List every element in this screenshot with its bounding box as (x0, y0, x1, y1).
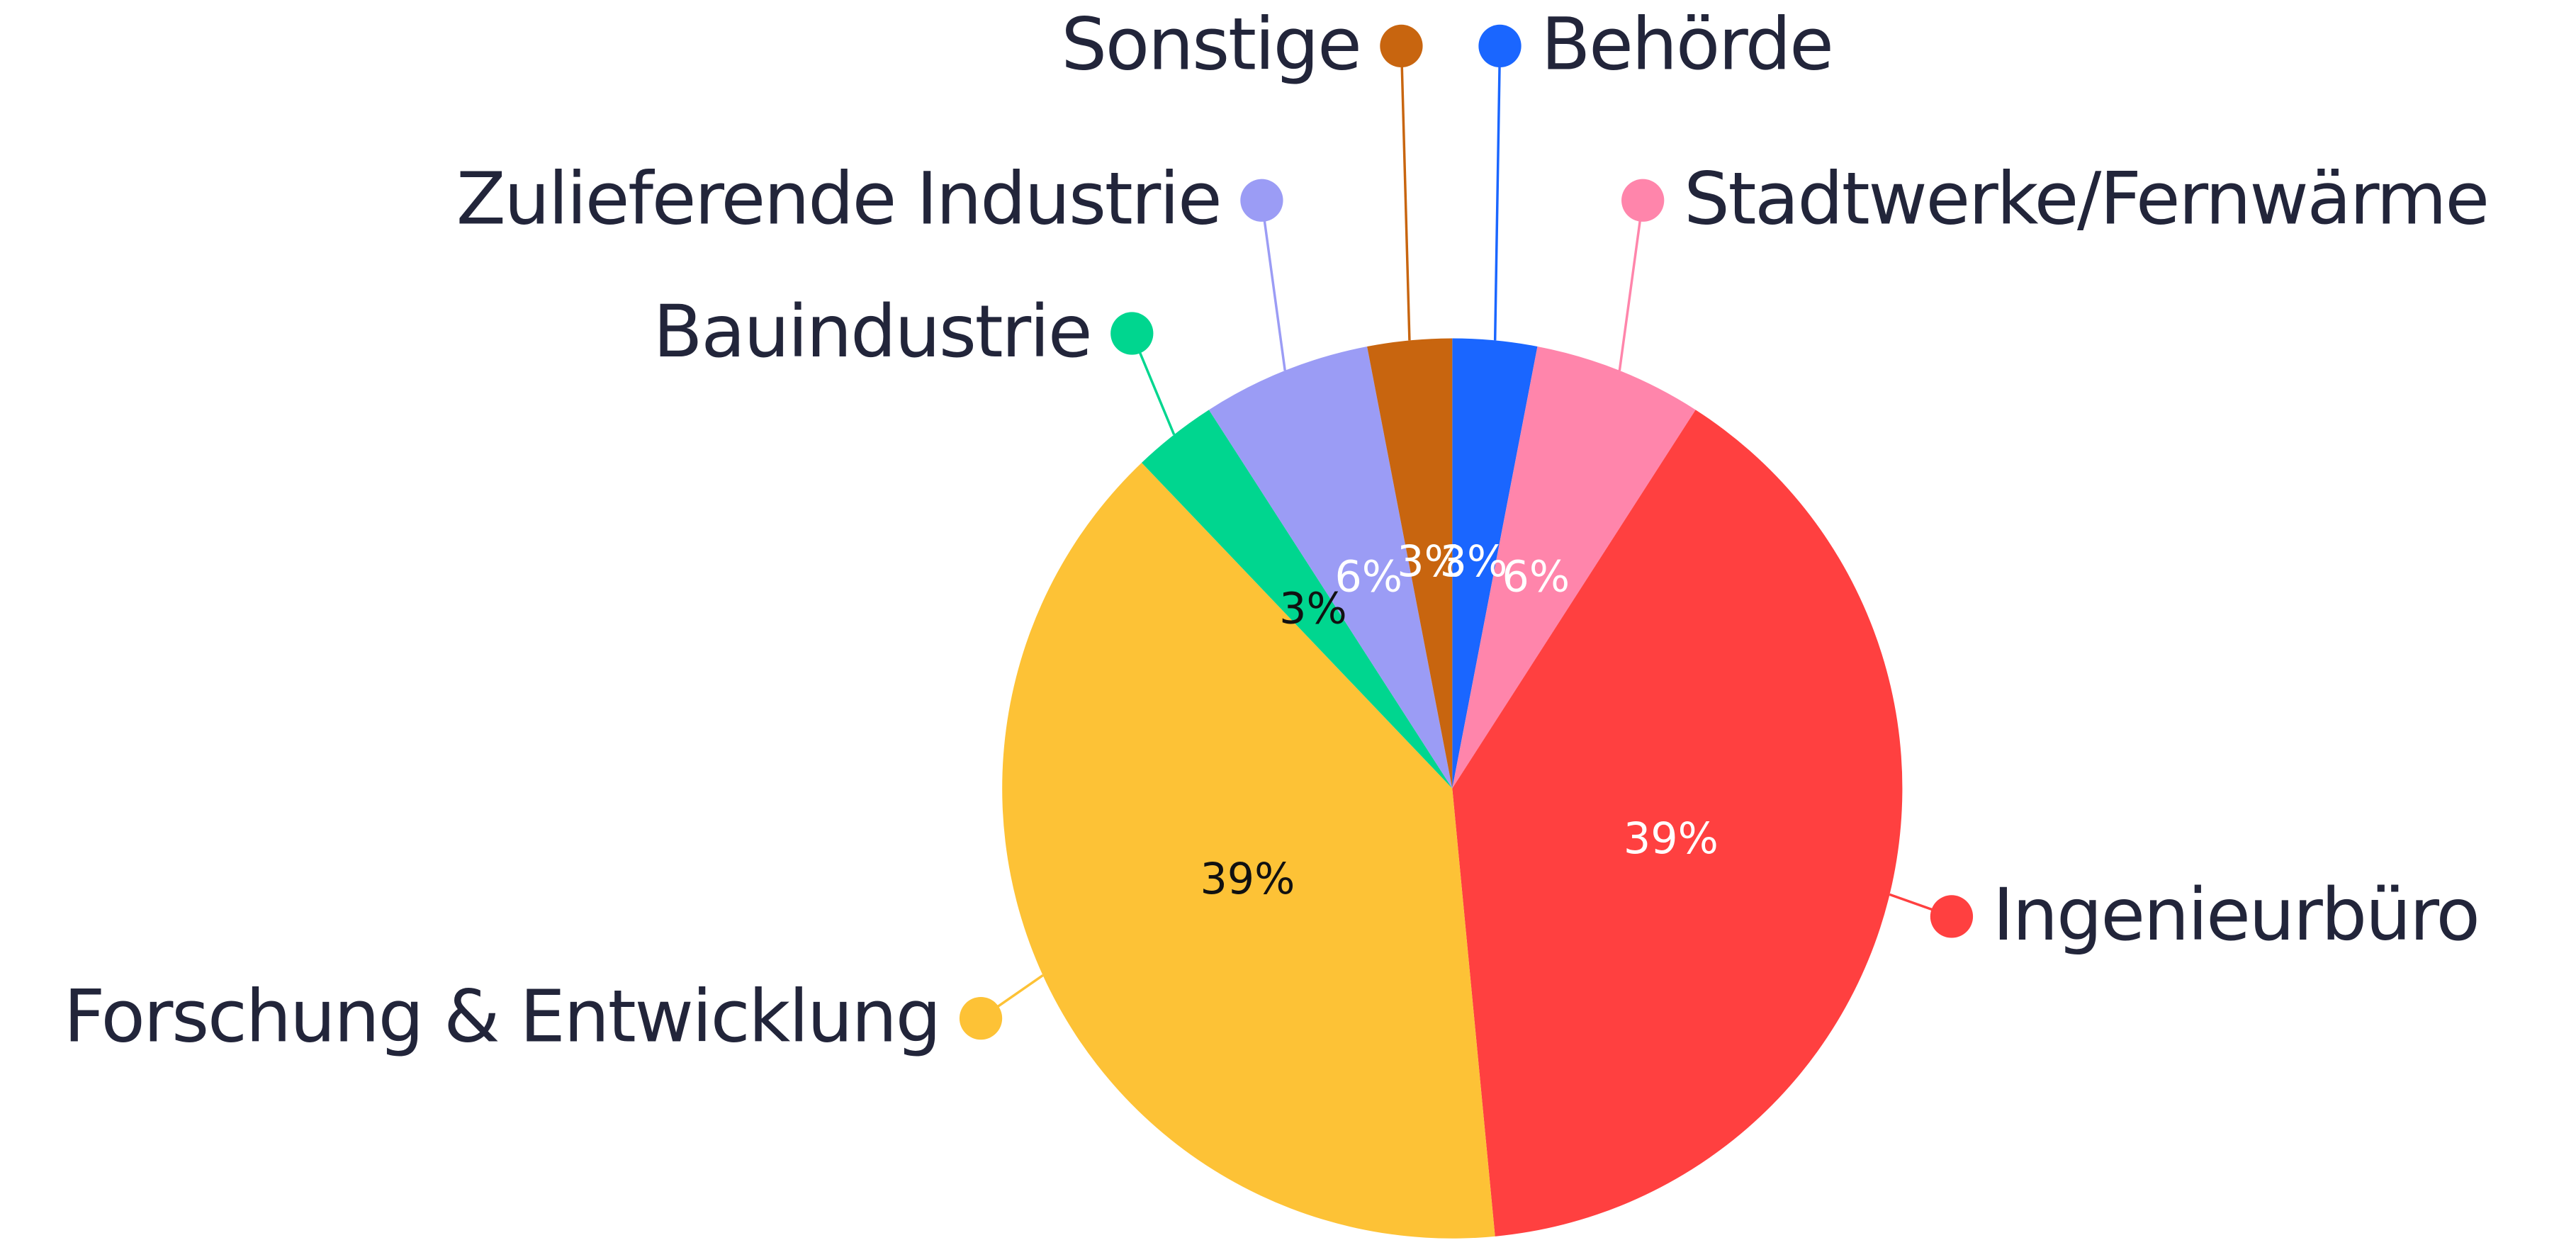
leader-line (1618, 200, 1644, 371)
leader-line (1400, 45, 1411, 341)
pie-slice (1002, 462, 1495, 1239)
legend-dot (1930, 895, 1974, 938)
leader-line (1260, 200, 1286, 371)
percent-label: 3% (1279, 585, 1347, 634)
pie-slice (1367, 338, 1453, 789)
percent-label: 6% (1502, 552, 1570, 602)
legend-dot (1478, 24, 1522, 68)
pie-slice (1452, 338, 1538, 789)
legend-dot (1110, 312, 1154, 355)
percent-label: 39% (1624, 814, 1719, 864)
legend-dot (1380, 24, 1423, 68)
legend-dot (1621, 179, 1665, 222)
category-label: Bauindustrie (653, 290, 1091, 374)
percent-label: 3% (1397, 537, 1465, 587)
legend-dot (1240, 179, 1283, 222)
category-label: Forschung & Entwicklung (64, 975, 940, 1059)
category-label: Zulieferende Industrie (456, 157, 1221, 241)
legend-dot (959, 996, 1003, 1040)
pie-slice (1452, 410, 1903, 1236)
percent-label: 3% (1440, 537, 1508, 587)
category-label: Sonstige (1061, 2, 1360, 86)
category-label: Behörde (1541, 2, 1832, 86)
category-label: Ingenieurbüro (1993, 873, 2479, 957)
percent-label: 6% (1334, 552, 1402, 602)
percent-label: 39% (1200, 855, 1295, 904)
pie-slice (1142, 410, 1453, 789)
pie-slice (1208, 346, 1453, 789)
pie-slice (1452, 346, 1696, 789)
leader-line (1493, 45, 1502, 341)
category-label: Stadtwerke/Fernwärme (1684, 157, 2488, 241)
